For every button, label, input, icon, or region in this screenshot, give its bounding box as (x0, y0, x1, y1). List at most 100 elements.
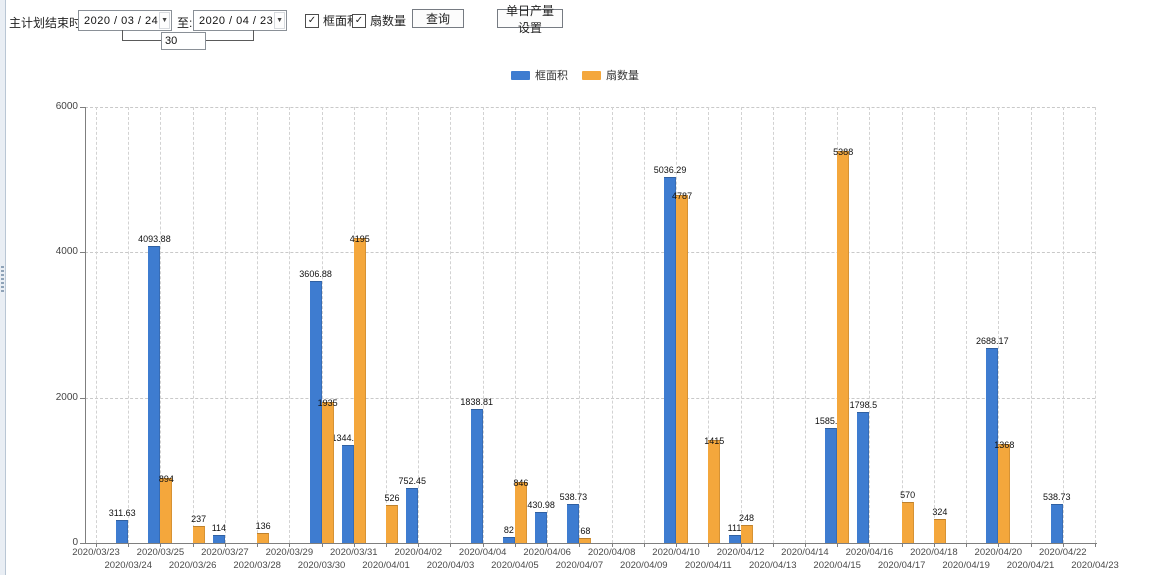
x-axis-label: 2020/03/24 (104, 560, 152, 571)
bar (535, 511, 548, 543)
bar-value-label: 324 (932, 507, 948, 518)
checkbox-fan-count[interactable]: ✓ 扇数量 (352, 12, 406, 29)
x-axis-tick (579, 543, 581, 547)
x-axis-tick (353, 543, 355, 547)
x-axis-tick (740, 543, 742, 547)
legend-item: 框面积 (511, 67, 568, 83)
chevron-down-icon[interactable]: ▼ (274, 12, 285, 29)
y-axis-tick (80, 543, 85, 544)
x-axis-tick (160, 543, 162, 547)
legend-item: 扇数量 (582, 67, 639, 83)
gridline-vertical (998, 107, 1000, 543)
bar-value-label: 248 (739, 512, 755, 523)
x-axis-label: 2020/04/12 (716, 547, 765, 558)
gridline-vertical (611, 107, 613, 543)
bar (728, 534, 741, 543)
checkbox-frame-area[interactable]: ✓ 框面积 (305, 12, 359, 29)
gridline-vertical (224, 107, 226, 543)
x-axis-label: 2020/04/06 (523, 547, 571, 558)
bar-value-label: 82 (503, 525, 514, 536)
x-axis-label: 2020/04/09 (620, 560, 668, 571)
bar-value-label: 311.63 (108, 508, 136, 519)
days-input[interactable] (161, 32, 206, 50)
bar-value-label: 538.73 (1043, 491, 1071, 502)
x-axis-tick (257, 543, 259, 547)
to-label: 至: (177, 16, 193, 30)
x-axis-label: 2020/04/15 (813, 560, 861, 571)
bar (579, 538, 592, 543)
chevron-down-icon[interactable]: ▼ (159, 12, 170, 29)
x-axis-tick (966, 543, 968, 547)
x-axis-tick (901, 543, 903, 547)
bar-value-label: 5388 (833, 147, 854, 158)
x-axis-label: 2020/03/25 (136, 547, 185, 558)
bar (502, 537, 515, 543)
bar (708, 440, 721, 543)
gridline-vertical (418, 107, 420, 543)
checkmark-icon: ✓ (305, 13, 319, 28)
y-axis-label: 6000 (55, 101, 78, 112)
gridline-vertical (450, 107, 452, 543)
checkbox-fan-count-label: 扇数量 (370, 14, 407, 28)
bar (321, 402, 334, 543)
bar (257, 533, 270, 543)
y-axis-label: 2000 (55, 391, 78, 403)
bar (837, 151, 850, 543)
connector-line (122, 40, 162, 41)
legend-swatch-icon (582, 70, 601, 80)
bar (192, 525, 205, 543)
bar-value-label: 3606.88 (299, 268, 332, 279)
x-axis-label: 2020/03/27 (201, 547, 249, 558)
bar (933, 519, 946, 543)
bar (309, 280, 322, 543)
legend-label: 框面积 (535, 70, 568, 82)
bar (567, 503, 580, 543)
bar (406, 488, 419, 543)
bar-value-label: 237 (191, 513, 207, 524)
gridline-vertical (289, 107, 291, 543)
bar-value-label: 1838.81 (460, 397, 493, 408)
chart-legend: 框面积 扇数量 (0, 67, 1150, 83)
x-axis-label: 2020/03/28 (233, 560, 281, 571)
bar-value-label: 752.45 (398, 476, 427, 487)
y-axis-label: 4000 (55, 246, 78, 258)
date-from-combobox[interactable]: 2020 / 03 / 24 ▼ (78, 10, 172, 31)
x-axis-tick (643, 543, 645, 547)
gridline-vertical (547, 107, 549, 543)
x-axis-tick (804, 543, 806, 547)
x-axis-label: 2020/04/10 (652, 547, 700, 558)
bar-value-label: 4787 (672, 191, 693, 202)
gridline-vertical (192, 107, 194, 543)
x-axis-tick (1095, 543, 1096, 547)
x-axis-tick (998, 543, 1000, 547)
x-axis-tick (386, 543, 388, 547)
y-axis-label: 0 (72, 537, 78, 548)
x-axis-tick (96, 543, 97, 547)
x-axis-label: 2020/04/08 (587, 547, 636, 558)
gridline-vertical (321, 107, 323, 543)
x-axis-label: 2020/04/11 (684, 560, 732, 571)
bar (160, 478, 173, 543)
x-axis-tick (547, 543, 549, 547)
x-axis-label: 2020/04/05 (491, 560, 539, 571)
bar (353, 238, 366, 543)
gridline-vertical (643, 107, 645, 543)
x-axis-label: 2020/04/18 (910, 547, 958, 558)
x-axis-label: 2020/04/07 (555, 560, 604, 571)
x-axis-label: 2020/04/02 (394, 547, 443, 558)
bar-value-label: 1585.96 (814, 415, 848, 426)
y-axis-tick (80, 252, 85, 254)
gridline-vertical (257, 107, 259, 543)
date-to-combobox[interactable]: 2020 / 04 / 23 ▼ (193, 10, 287, 31)
x-axis-label: 2020/03/29 (265, 547, 314, 558)
x-axis-tick (418, 543, 420, 547)
left-splitter[interactable] (0, 0, 6, 575)
bar (470, 409, 483, 543)
bar (998, 443, 1011, 543)
query-button[interactable]: 查询 (412, 9, 464, 28)
bar-value-label: 1798.5 (849, 400, 878, 411)
bar (740, 524, 753, 543)
date-to-value: 2020 / 04 / 23 (199, 14, 274, 27)
x-axis-tick (1030, 543, 1032, 547)
